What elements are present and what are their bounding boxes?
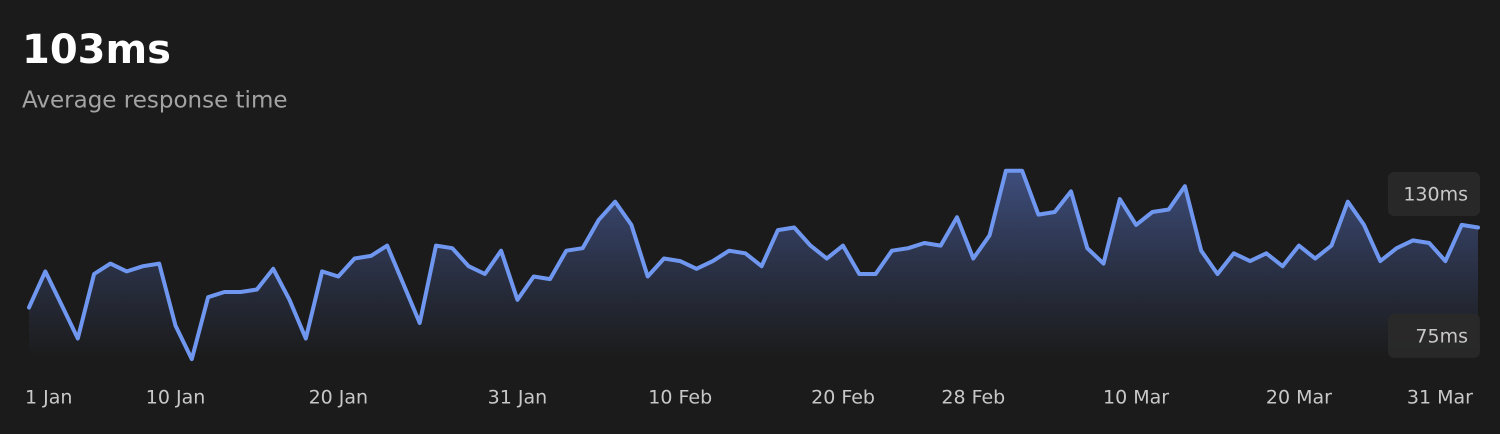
y-tick-label: 130ms (1403, 183, 1468, 205)
chart-subtitle: Average response time (22, 88, 288, 114)
x-tick-label: 20 Jan (309, 387, 369, 409)
x-tick-label: 20 Feb (811, 387, 875, 409)
x-tick-label: 1 Jan (25, 387, 72, 409)
x-tick-label: 10 Feb (648, 387, 712, 409)
x-tick-label: 28 Feb (941, 387, 1005, 409)
x-tick-label: 31 Jan (488, 387, 548, 409)
x-tick-label: 31 Mar (1407, 387, 1473, 409)
y-tick-box (1388, 171, 1480, 216)
x-tick-label: 10 Mar (1103, 387, 1169, 409)
line (27, 168, 1480, 362)
x-tick-label: 20 Mar (1266, 387, 1332, 409)
y-tick-label: 75ms (1415, 325, 1468, 347)
y-tick-box (1388, 313, 1480, 358)
chart-title: 103ms (22, 27, 171, 73)
x-tick-label: 10 Jan (146, 387, 206, 409)
